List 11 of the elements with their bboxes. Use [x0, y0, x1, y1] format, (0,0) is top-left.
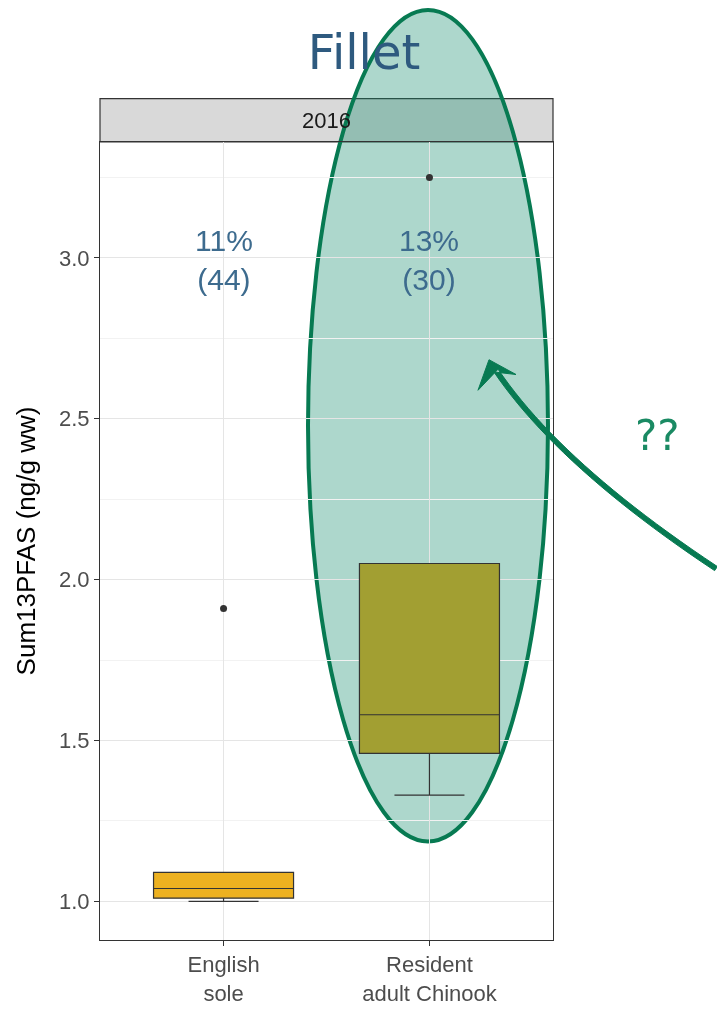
y-tick-label: 1.0: [59, 889, 90, 915]
x-tick-label: Resident adult Chinook: [362, 952, 498, 1006]
y-axis-title: Sum13PFAS (ng/g ww): [11, 406, 42, 676]
x-tick-label: English sole: [187, 952, 260, 1006]
text: ??: [635, 411, 680, 460]
y-tick-label: 1.5: [59, 728, 90, 754]
annotation: 11% (44): [195, 224, 253, 296]
y-tick-label: 2.0: [59, 567, 90, 593]
y-tick-label: 3.0: [59, 245, 90, 271]
annotation: 13% (30): [399, 224, 460, 296]
y-tick-label: 2.5: [59, 406, 90, 432]
